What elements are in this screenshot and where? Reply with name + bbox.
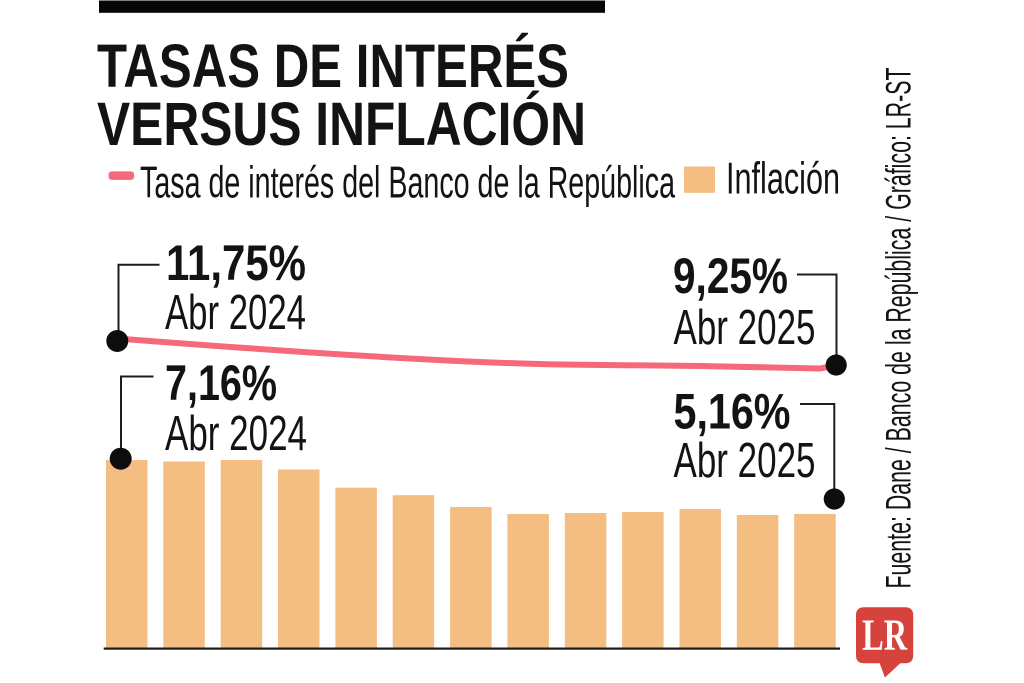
svg-text:Abr 2025: Abr 2025 (674, 434, 816, 488)
svg-text:9,25%: 9,25% (673, 248, 788, 304)
svg-text:Abr 2025: Abr 2025 (674, 301, 816, 355)
svg-text:VERSUS INFLACIÓN: VERSUS INFLACIÓN (97, 90, 586, 158)
svg-text:Abr 2024: Abr 2024 (165, 407, 307, 461)
svg-text:Tasa de interés del Banco de l: Tasa de interés del Banco de la Repúblic… (140, 158, 675, 207)
svg-text:Abr 2024: Abr 2024 (165, 286, 306, 340)
svg-text:7,16%: 7,16% (165, 355, 277, 411)
svg-text:5,16%: 5,16% (674, 383, 791, 439)
svg-text:Fuente: Dane / Banco de la Rep: Fuente: Dane / Banco de la República / G… (880, 68, 919, 589)
svg-text:11,75%: 11,75% (166, 235, 306, 291)
svg-text:TASAS DE INTERÉS: TASAS DE INTERÉS (97, 32, 569, 100)
svg-text:LR: LR (862, 611, 908, 660)
svg-text:Inflación: Inflación (726, 155, 840, 204)
